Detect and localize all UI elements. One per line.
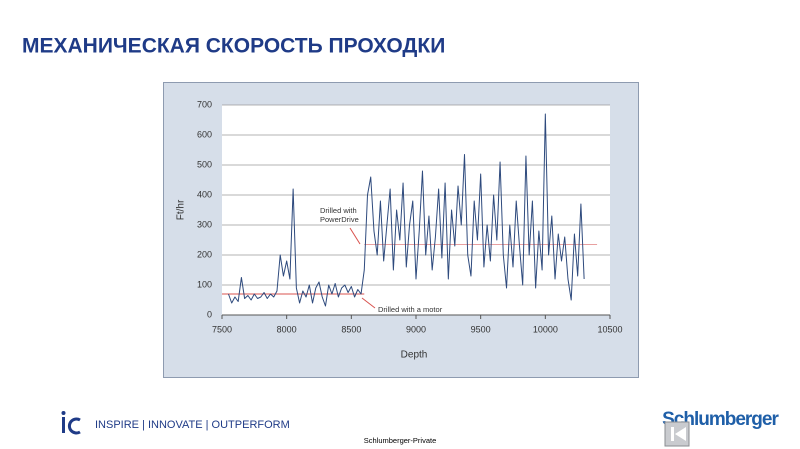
x-tick-label: 10000 [533,324,558,334]
annotation-arrow [349,227,361,245]
y-tick-label: 500 [197,159,212,169]
x-tick-label: 10500 [597,324,622,334]
plot: 0 100 200 300 400 500 600 700 7500 8000 8500 9000 95… [197,99,623,334]
footer-tagline: INSPIRE | INNOVATE | OUTPERFORM [95,419,290,431]
y-tick-label: 200 [197,249,212,259]
annotation: Drilled with a motor [378,305,443,314]
y-tick-label: 400 [197,189,212,199]
annotation: Drilled with PowerDrive [320,206,359,224]
back-button[interactable] [664,421,690,447]
footer-classification: Schlumberger-Private [364,436,437,445]
x-tick-label: 8000 [277,324,297,334]
data-line [227,113,585,307]
annotation-line: Drilled with [320,206,357,215]
slide-title: МЕХАНИЧЕСКАЯ СКОРОСТЬ ПРОХОДКИ [22,35,445,58]
y-tick-label: 0 [207,309,212,319]
y-tick-label: 700 [197,99,212,109]
x-tick-label: 9000 [406,324,426,334]
logo: Schlumberger [662,409,779,430]
x-tick-label: 7500 [212,324,232,334]
y-tick-label: 600 [197,129,212,139]
annotation-arrow [361,297,376,309]
x-tick-label: 9500 [471,324,491,334]
y-tick-label: 300 [197,219,212,229]
footer-icon [61,411,81,435]
plot-area [222,105,610,315]
y-tick-label: 100 [197,279,212,289]
x-axis-label: Depth [401,350,428,361]
y-axis-label: Ft/hr [176,199,187,220]
annotation-line: PowerDrive [320,215,359,224]
x-tick-label: 8500 [341,324,361,334]
